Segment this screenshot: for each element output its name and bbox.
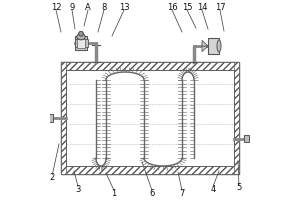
- Bar: [61, 62, 239, 70]
- Ellipse shape: [77, 34, 85, 40]
- Text: 14: 14: [197, 2, 207, 11]
- Bar: [234, 62, 239, 174]
- Polygon shape: [202, 46, 208, 52]
- Bar: [76, 39, 85, 48]
- Bar: [75, 39, 80, 47]
- Text: A: A: [85, 2, 91, 11]
- Bar: [61, 62, 66, 174]
- Bar: [61, 62, 239, 174]
- Text: 8: 8: [101, 2, 107, 11]
- Text: 15: 15: [182, 2, 192, 11]
- Text: 3: 3: [75, 184, 81, 194]
- Text: 9: 9: [69, 2, 75, 11]
- Bar: [50, 114, 53, 122]
- Text: 17: 17: [215, 2, 225, 11]
- Text: 4: 4: [210, 184, 216, 194]
- Text: 6: 6: [149, 188, 155, 198]
- Bar: [75, 36, 87, 50]
- Bar: [61, 166, 239, 174]
- Bar: [244, 135, 249, 142]
- Bar: [66, 70, 234, 166]
- Text: 12: 12: [51, 2, 61, 11]
- Text: 5: 5: [236, 184, 242, 192]
- Circle shape: [79, 31, 83, 36]
- Text: 1: 1: [111, 188, 117, 198]
- Bar: [83, 39, 88, 47]
- Bar: [66, 70, 234, 166]
- Text: 2: 2: [50, 172, 55, 182]
- Text: 7: 7: [179, 188, 185, 198]
- Text: 13: 13: [119, 2, 129, 11]
- Polygon shape: [202, 40, 208, 46]
- Ellipse shape: [217, 40, 221, 52]
- Text: 16: 16: [167, 2, 177, 11]
- Bar: [208, 38, 219, 54]
